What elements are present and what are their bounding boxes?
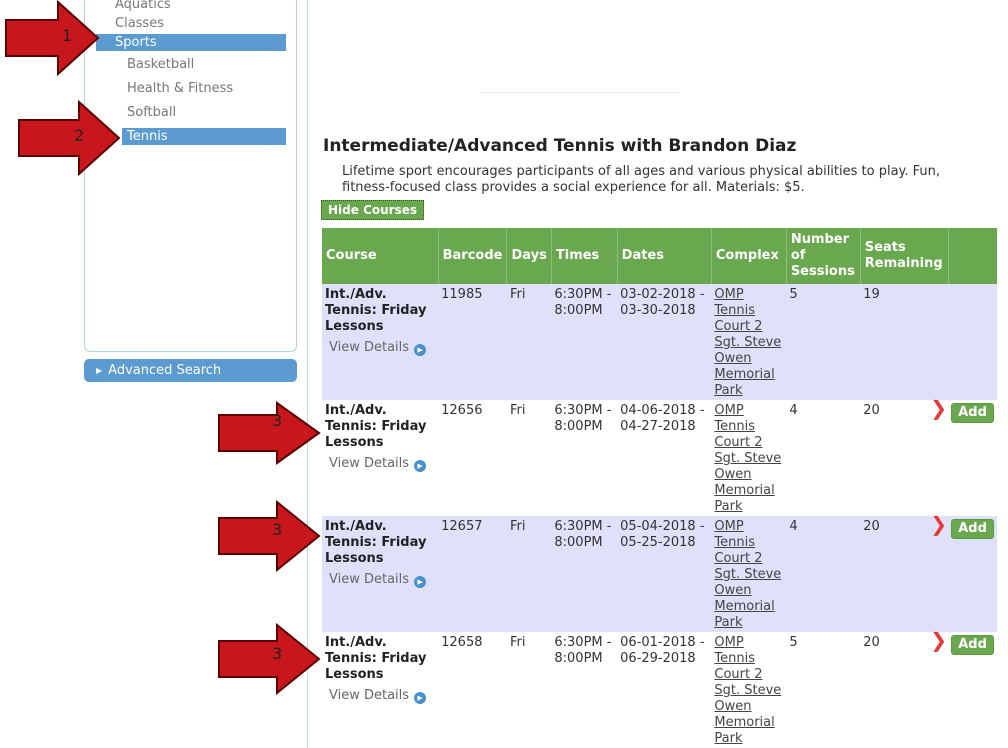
column-header-barcode[interactable]: Barcode [438, 228, 508, 284]
annotation-number-3a: 3 [272, 411, 283, 430]
sidebar-item-aquatics[interactable]: Aquatics [115, 0, 171, 12]
course-cell: Int./Adv. Tennis: Friday Lessons View De… [322, 632, 438, 748]
action-cell: ❯ Add [930, 630, 997, 748]
times-cell: 6:30PM - 8:00PM [554, 635, 612, 666]
table-row: Int./Adv. Tennis: Friday Lessons View De… [322, 630, 997, 748]
days-cell: Fri [509, 403, 526, 418]
days-cell: Fri [506, 284, 552, 400]
column-header-days[interactable]: Days [506, 228, 552, 284]
barcode-cell: 12656 [441, 403, 483, 418]
table-row: Int./Adv. Tennis: Friday Lessons View De… [322, 284, 997, 400]
barcode-cell: 11985 [438, 284, 507, 400]
course-description: Lifetime sport encourages participants o… [342, 164, 941, 195]
sidebar-item-sports[interactable]: Sports [96, 34, 286, 51]
add-button[interactable]: Add [951, 635, 994, 655]
barcode-cell: 12657 [438, 516, 507, 632]
course-name: Int./Adv. Tennis: Friday Lessons [325, 635, 427, 682]
divider [480, 92, 680, 93]
column-header-seats[interactable]: Seats Remaining [860, 228, 949, 284]
caret-right-icon: ▶ [96, 366, 103, 375]
view-details-link[interactable]: View Details ▶ [329, 572, 435, 588]
days-cell: Fri [509, 635, 526, 650]
sessions-cell: 5 [786, 284, 861, 400]
sidebar-item-health-fitness[interactable]: Health & Fitness [127, 81, 234, 96]
view-details-label: View Details [329, 340, 410, 355]
sidebar-item-tennis[interactable]: Tennis [122, 128, 286, 145]
course-cell: Int./Adv. Tennis: Friday Lessons View De… [322, 284, 439, 400]
page-title: Intermediate/Advanced Tennis with Brando… [323, 136, 797, 156]
times-cell: 6:30PM - 8:00PM [551, 284, 618, 400]
chevron-right-circle-icon: ▶ [414, 692, 427, 704]
chevron-right-icon: ❯ [930, 628, 948, 652]
action-cell: ❯ Add [930, 398, 997, 516]
table-header-row: Course Barcode Days Times Dates Complex … [322, 228, 997, 284]
annotation-arrow-3c [218, 623, 321, 695]
add-button[interactable]: Add [951, 519, 994, 539]
view-details-link[interactable]: View Details ▶ [329, 340, 435, 356]
chevron-right-icon: ❯ [930, 396, 948, 420]
sidebar-item-basketball[interactable]: Basketball [127, 57, 195, 72]
column-divider [307, 0, 308, 748]
column-header-action [948, 228, 997, 284]
sessions-cell: 5 [789, 635, 798, 650]
chevron-right-circle-icon: ▶ [414, 344, 427, 356]
seats-cell: 20 [863, 635, 880, 650]
annotation-number-3c: 3 [272, 644, 283, 663]
course-name: Int./Adv. Tennis: Friday Lessons [325, 287, 427, 334]
view-details-link[interactable]: View Details ▶ [329, 456, 435, 472]
category-sidebar [84, 0, 297, 352]
add-button[interactable]: Add [951, 403, 994, 423]
complex-link[interactable]: OMP Tennis Court 2 Sgt. Steve Owen Memor… [714, 287, 782, 398]
times-cell: 6:30PM - 8:00PM [551, 516, 618, 632]
seats-cell: 20 [863, 403, 880, 418]
chevron-right-circle-icon: ▶ [414, 460, 427, 472]
course-name: Int./Adv. Tennis: Friday Lessons [325, 403, 427, 450]
column-header-dates[interactable]: Dates [617, 228, 712, 284]
column-header-course[interactable]: Course [322, 228, 439, 284]
complex-link[interactable]: OMP Tennis Court 2 Sgt. Steve Owen Memor… [714, 635, 782, 746]
column-header-times[interactable]: Times [551, 228, 618, 284]
table-row: Int./Adv. Tennis: Friday Lessons View De… [322, 514, 997, 632]
annotation-arrow-2 [18, 100, 121, 176]
annotation-number-2: 2 [74, 126, 85, 145]
times-cell: 6:30PM - 8:00PM [554, 403, 612, 434]
sessions-cell: 4 [786, 516, 861, 632]
sidebar-item-softball[interactable]: Softball [127, 105, 177, 120]
courses-table: Course Barcode Days Times Dates Complex … [322, 228, 997, 748]
advanced-search-button[interactable]: ▶ Advanced Search [84, 359, 297, 382]
view-details-label: View Details [329, 572, 410, 587]
complex-link[interactable]: OMP Tennis Court 2 Sgt. Steve Owen Memor… [714, 519, 782, 630]
column-header-complex[interactable]: Complex [711, 228, 787, 284]
dates-cell: 04-06-2018 - 04-27-2018 [620, 403, 705, 434]
hide-courses-button[interactable]: Hide Courses [321, 200, 424, 220]
table-row: Int./Adv. Tennis: Friday Lessons View De… [322, 398, 997, 516]
course-cell: Int./Adv. Tennis: Friday Lessons View De… [322, 400, 438, 516]
dates-cell: 03-02-2018 - 03-30-2018 [617, 284, 712, 400]
annotation-arrow-3a [218, 401, 321, 465]
dates-cell: 05-04-2018 - 05-25-2018 [617, 516, 712, 632]
annotation-number-1: 1 [62, 26, 73, 45]
chevron-right-circle-icon: ▶ [414, 576, 427, 588]
complex-link[interactable]: OMP Tennis Court 2 Sgt. Steve Owen Memor… [714, 403, 782, 514]
barcode-cell: 12658 [441, 635, 483, 650]
annotation-arrow-1 [5, 0, 100, 76]
sidebar-item-classes[interactable]: Classes [115, 16, 164, 31]
days-cell: Fri [506, 516, 552, 632]
seats-cell: 19 [860, 284, 949, 400]
view-details-label: View Details [329, 456, 410, 471]
course-cell: Int./Adv. Tennis: Friday Lessons View De… [322, 516, 439, 632]
sessions-cell: 4 [789, 403, 798, 418]
advanced-search-label: Advanced Search [108, 363, 222, 378]
action-cell: ❯ Add [930, 514, 997, 632]
seats-cell: 20 [860, 516, 949, 632]
view-details-label: View Details [329, 688, 410, 703]
column-header-sessions[interactable]: Number of Sessions [786, 228, 861, 284]
course-name: Int./Adv. Tennis: Friday Lessons [325, 519, 427, 566]
action-cell [948, 284, 997, 400]
dates-cell: 06-01-2018 - 06-29-2018 [620, 635, 705, 666]
annotation-arrow-3b [218, 500, 321, 572]
annotation-number-3b: 3 [272, 520, 283, 539]
view-details-link[interactable]: View Details ▶ [329, 688, 435, 704]
chevron-right-icon: ❯ [930, 512, 948, 536]
